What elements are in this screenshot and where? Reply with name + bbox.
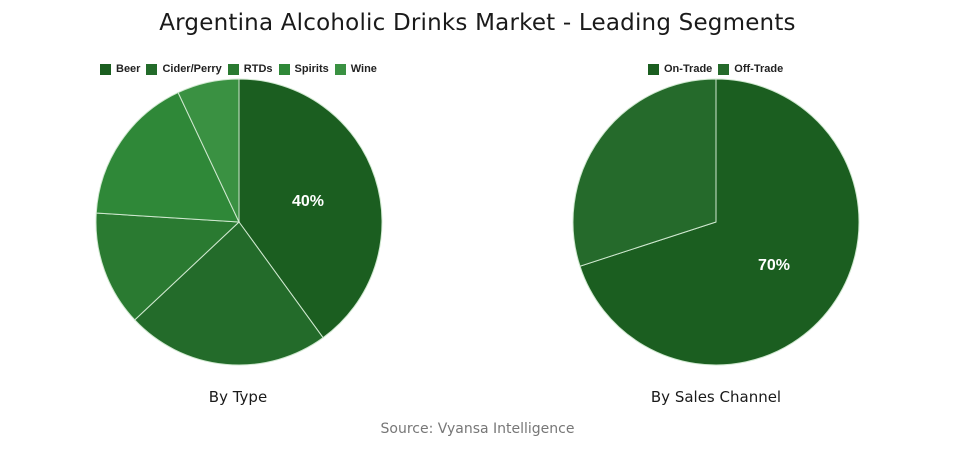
- legend-swatch: [100, 63, 111, 75]
- legend-label: RTDs: [243, 63, 273, 75]
- legend-item-off-trade[interactable]: Off-Trade: [718, 63, 783, 75]
- source-note: Source: Vyansa Intelligence: [380, 421, 575, 437]
- legend-label: On-Trade: [664, 63, 713, 75]
- pie-slice-rtds[interactable]: [95, 212, 241, 321]
- legend-item-rtds[interactable]: RTDs: [227, 63, 273, 75]
- pie-slice-beer[interactable]: [238, 78, 383, 339]
- legend-swatch: [278, 63, 290, 75]
- legend-swatch: [718, 63, 730, 75]
- type-subtitle: By Type: [208, 388, 268, 406]
- pie-slice-cider-perry[interactable]: [134, 221, 324, 366]
- legend-swatch: [146, 63, 158, 75]
- legend-swatch: [334, 63, 346, 75]
- channel-legend: On-Trade Off-Trade: [648, 63, 789, 75]
- legend-label: Beer: [116, 63, 141, 75]
- legend-label: Wine: [350, 63, 377, 75]
- pie-slice-off-trade[interactable]: [572, 78, 717, 267]
- legend-item-on-trade[interactable]: On-Trade: [648, 63, 712, 75]
- legend-label: Cider/Perry: [162, 63, 222, 75]
- type-legend: Beer Cider/Perry RTDs Spirits Wine: [100, 63, 383, 75]
- chart-title: Argentina Alcoholic Drinks Market - Lead…: [159, 10, 796, 36]
- legend-label: Off-Trade: [734, 63, 784, 75]
- legend-item-wine[interactable]: Wine: [334, 63, 377, 75]
- pie-slice-on-trade[interactable]: [579, 78, 860, 366]
- legend-item-beer[interactable]: Beer: [100, 63, 140, 75]
- legend-swatch: [648, 63, 659, 75]
- channel-subtitle: By Sales Channel: [650, 388, 782, 406]
- pie-slice-wine[interactable]: [177, 78, 240, 223]
- on-trade-percent-label: 70%: [758, 257, 790, 274]
- type-pie-chart: 40%: [95, 78, 383, 366]
- legend-item-spirits[interactable]: Spirits: [278, 63, 329, 75]
- legend-swatch: [227, 63, 239, 75]
- legend-label: Spirits: [294, 63, 329, 75]
- channel-pie-chart: 70%: [572, 78, 860, 366]
- pie-slice-spirits[interactable]: [95, 91, 240, 223]
- beer-percent-label: 40%: [292, 193, 324, 210]
- legend-item-cider-perry[interactable]: Cider/Perry: [146, 63, 222, 75]
